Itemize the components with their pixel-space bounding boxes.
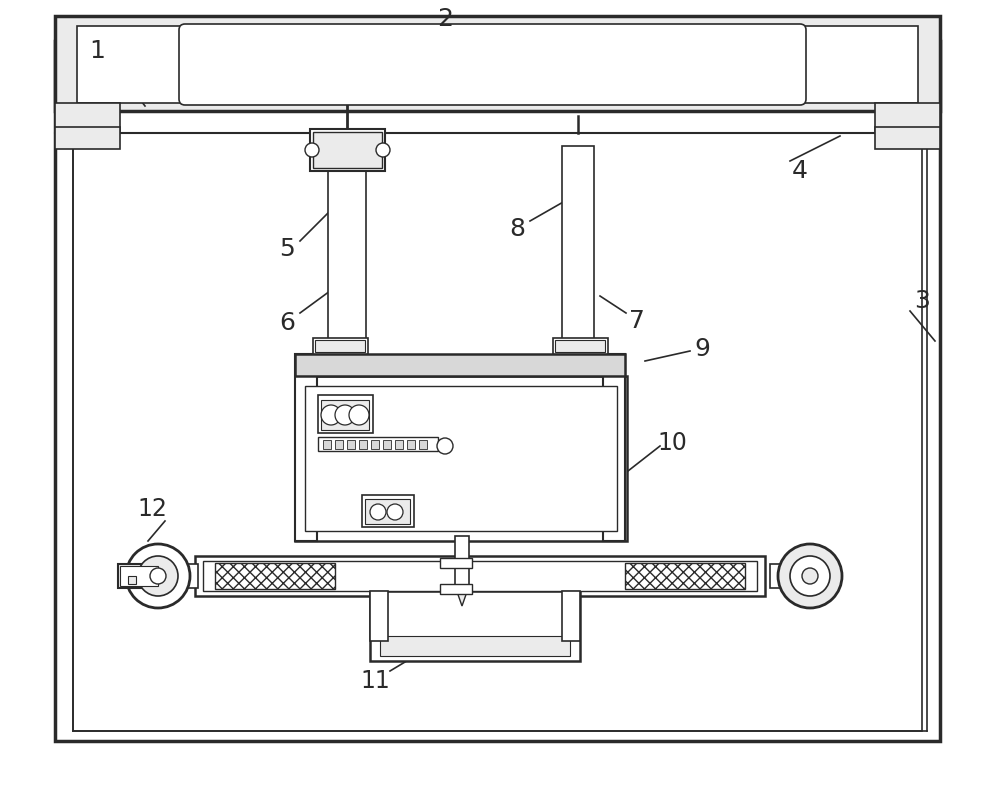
Bar	[365, 499, 410, 524]
Bar	[128, 576, 136, 584]
Text: 12: 12	[137, 497, 167, 521]
Bar	[370, 591, 388, 641]
Bar	[215, 563, 335, 589]
FancyBboxPatch shape	[179, 24, 806, 105]
Bar	[371, 440, 379, 449]
Circle shape	[150, 568, 166, 584]
Bar	[310, 129, 385, 171]
Polygon shape	[455, 586, 469, 606]
Bar	[362, 495, 414, 527]
Circle shape	[387, 504, 403, 520]
Bar	[419, 440, 427, 449]
Text: 8: 8	[509, 217, 525, 241]
Bar	[295, 376, 627, 541]
Text: 5: 5	[279, 237, 295, 261]
Bar	[55, 103, 120, 131]
Circle shape	[802, 568, 818, 584]
Text: 9: 9	[694, 337, 710, 361]
Bar	[313, 338, 368, 354]
Bar	[318, 395, 373, 433]
Bar	[335, 440, 343, 449]
Circle shape	[349, 405, 369, 425]
Bar	[770, 564, 815, 588]
Circle shape	[138, 556, 178, 596]
Bar	[158, 564, 198, 588]
Circle shape	[321, 405, 341, 425]
Text: 6: 6	[279, 311, 295, 335]
Bar	[321, 400, 369, 430]
Circle shape	[376, 143, 390, 157]
Bar	[875, 127, 940, 149]
Bar	[395, 440, 403, 449]
Bar	[440, 584, 472, 594]
Bar	[323, 440, 331, 449]
Text: 7: 7	[629, 309, 645, 333]
Bar	[562, 146, 594, 371]
Bar	[380, 636, 570, 656]
Bar	[313, 132, 382, 168]
Circle shape	[335, 405, 355, 425]
Bar	[203, 561, 757, 591]
Bar	[383, 440, 391, 449]
Bar	[305, 386, 617, 531]
Bar	[77, 26, 918, 103]
Bar	[407, 440, 415, 449]
Bar	[875, 103, 940, 131]
Text: 3: 3	[914, 289, 930, 313]
Text: 1: 1	[89, 39, 105, 63]
Bar	[315, 340, 365, 352]
Circle shape	[126, 544, 190, 608]
Bar	[55, 16, 940, 111]
Bar	[553, 338, 608, 354]
Circle shape	[790, 556, 830, 596]
Circle shape	[305, 143, 319, 157]
Bar	[328, 171, 366, 371]
Circle shape	[370, 504, 386, 520]
Bar	[562, 591, 580, 641]
Text: 10: 10	[657, 431, 687, 455]
Bar	[555, 340, 605, 352]
Bar	[347, 440, 355, 449]
Bar	[318, 437, 438, 451]
Bar	[455, 536, 469, 586]
Bar	[55, 41, 940, 741]
Text: 11: 11	[360, 669, 390, 693]
Text: 2: 2	[437, 7, 453, 31]
Circle shape	[778, 544, 842, 608]
Bar	[440, 558, 472, 568]
Text: 4: 4	[792, 159, 808, 183]
Bar	[295, 354, 625, 376]
Bar	[295, 354, 317, 541]
Circle shape	[437, 438, 453, 454]
Bar	[603, 354, 625, 541]
Bar	[370, 591, 580, 661]
Bar	[120, 566, 158, 586]
Bar	[195, 556, 765, 596]
Bar	[118, 564, 160, 588]
Bar	[359, 440, 367, 449]
Bar	[73, 111, 922, 731]
Bar	[55, 127, 120, 149]
Bar	[625, 563, 745, 589]
